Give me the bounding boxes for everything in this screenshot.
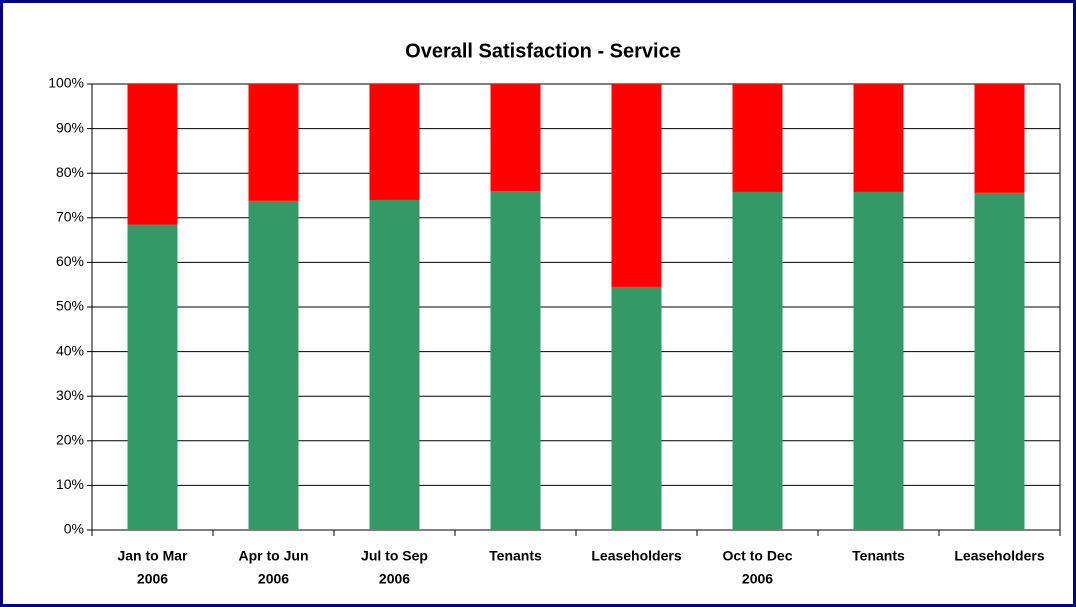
x-tick-label: Jul to Sep <box>361 548 428 564</box>
y-tick-label: 80% <box>56 164 84 180</box>
x-tick-label: Tenants <box>852 548 905 564</box>
bar-segment <box>732 84 783 192</box>
bar-segment <box>490 84 541 192</box>
bar-segment <box>248 84 299 201</box>
y-tick-label: 60% <box>56 253 84 269</box>
x-tick-label: 2006 <box>379 571 410 587</box>
bar-segment <box>490 191 541 531</box>
bar-segment <box>611 286 662 530</box>
bar-segment <box>611 84 662 287</box>
bar-segment <box>732 191 783 530</box>
bar-segment <box>853 84 904 192</box>
x-tick-label: Oct to Dec <box>722 548 792 564</box>
bar-segment <box>127 224 178 531</box>
bar-segment <box>248 200 299 531</box>
y-tick-label: 50% <box>56 298 84 314</box>
bar-segment <box>369 84 420 200</box>
y-tick-label: 0% <box>64 521 84 537</box>
y-tick-label: 20% <box>56 432 84 448</box>
x-tick-label: Leaseholders <box>954 548 1044 564</box>
y-tick-label: 100% <box>48 75 84 91</box>
x-tick-label: Tenants <box>489 548 542 564</box>
y-tick-label: 70% <box>56 209 84 225</box>
x-tick-label: 2006 <box>742 571 773 587</box>
bar-segment <box>127 84 178 225</box>
x-tick-label: Leaseholders <box>591 548 681 564</box>
y-tick-label: 30% <box>56 387 84 403</box>
bar-segment <box>974 84 1025 193</box>
y-tick-label: 90% <box>56 119 84 135</box>
bar-segment <box>974 192 1025 530</box>
x-tick-label: Jan to Mar <box>117 548 188 564</box>
chart-title: Overall Satisfaction - Service <box>405 40 681 62</box>
y-tick-label: 40% <box>56 342 84 358</box>
bar-segment <box>853 191 904 530</box>
x-tick-label: 2006 <box>258 571 289 587</box>
x-tick-label: Apr to Jun <box>239 548 309 564</box>
x-tick-label: 2006 <box>137 571 168 587</box>
bar-segment <box>369 199 420 530</box>
y-tick-label: 10% <box>56 476 84 492</box>
